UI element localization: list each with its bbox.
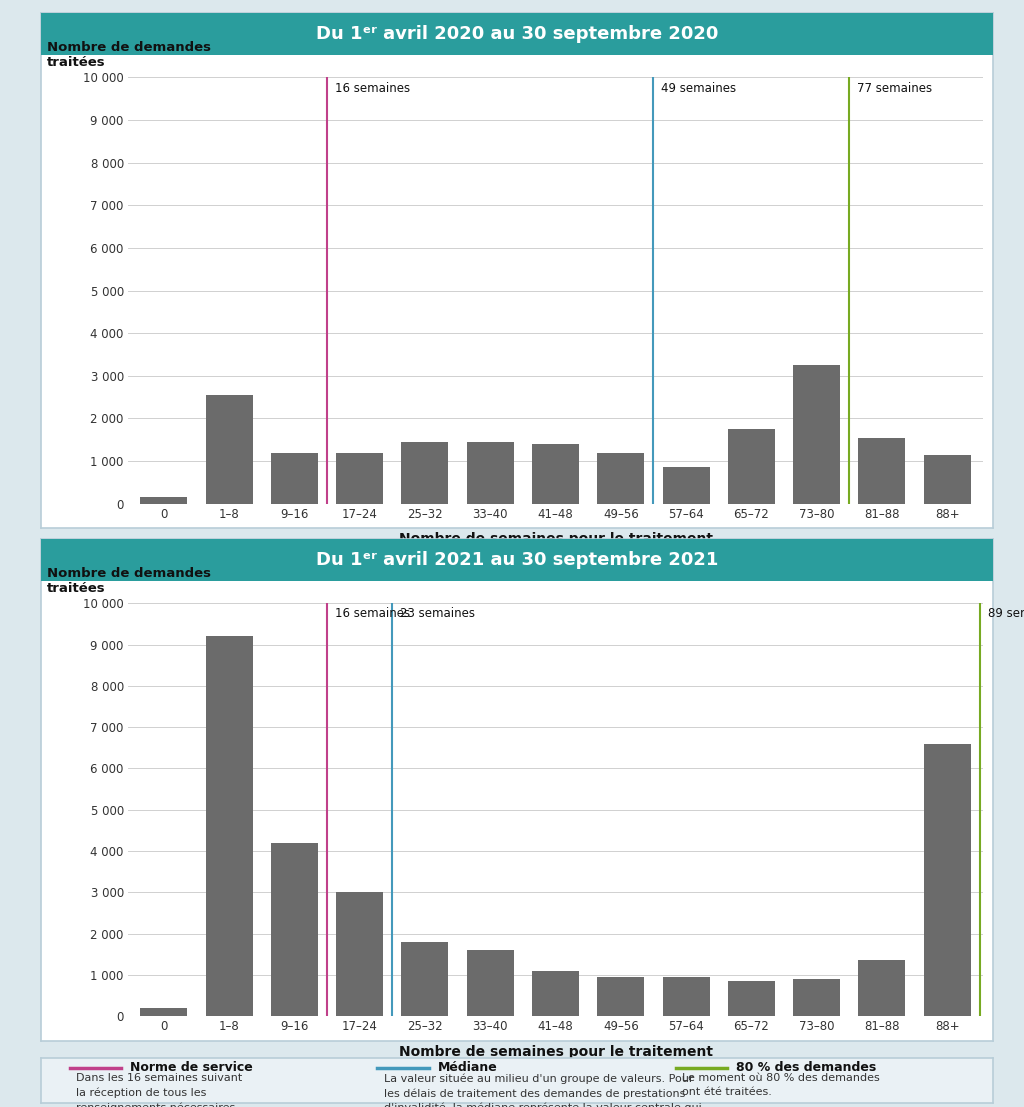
X-axis label: Nombre de semaines pour le traitement: Nombre de semaines pour le traitement xyxy=(398,1045,713,1058)
Text: Du 1ᵉʳ avril 2021 au 30 septembre 2021: Du 1ᵉʳ avril 2021 au 30 septembre 2021 xyxy=(316,551,718,569)
Bar xyxy=(858,437,905,504)
Bar xyxy=(728,430,775,504)
Text: 23 semaines: 23 semaines xyxy=(400,608,475,620)
Bar xyxy=(597,453,644,504)
Text: Le moment où 80 % des demandes
ont été traitées.: Le moment où 80 % des demandes ont été t… xyxy=(682,1074,880,1097)
Bar xyxy=(532,971,579,1016)
Text: Norme de service: Norme de service xyxy=(130,1062,253,1074)
Bar xyxy=(924,455,971,504)
Bar xyxy=(336,453,383,504)
Bar xyxy=(663,467,710,504)
Text: La valeur située au milieu d'un groupe de valeurs. Pour
les délais de traitement: La valeur située au milieu d'un groupe d… xyxy=(384,1074,707,1107)
Bar xyxy=(401,442,449,504)
Bar xyxy=(140,1008,187,1016)
Bar xyxy=(597,977,644,1016)
Text: 80 % des demandes: 80 % des demandes xyxy=(736,1062,877,1074)
Bar xyxy=(467,950,514,1016)
Bar xyxy=(140,497,187,504)
Bar xyxy=(401,942,449,1016)
Bar xyxy=(206,395,253,504)
Bar xyxy=(794,979,840,1016)
Text: Médiane: Médiane xyxy=(438,1062,498,1074)
Text: Du 1ᵉʳ avril 2020 au 30 septembre 2020: Du 1ᵉʳ avril 2020 au 30 septembre 2020 xyxy=(316,25,718,43)
Text: 89 semaines: 89 semaines xyxy=(987,608,1024,620)
Text: 16 semaines: 16 semaines xyxy=(335,608,410,620)
Bar xyxy=(794,365,840,504)
Bar xyxy=(271,453,317,504)
Bar xyxy=(924,744,971,1016)
Bar xyxy=(728,981,775,1016)
Bar xyxy=(206,637,253,1016)
Text: 49 semaines: 49 semaines xyxy=(662,82,736,95)
Bar xyxy=(336,892,383,1016)
X-axis label: Nombre de semaines pour le traitement: Nombre de semaines pour le traitement xyxy=(398,532,713,546)
Text: Dans les 16 semaines suivant
la réception de tous les
renseignements nécessaires: Dans les 16 semaines suivant la réceptio… xyxy=(77,1074,243,1107)
Bar xyxy=(663,977,710,1016)
Bar xyxy=(858,961,905,1016)
Text: 77 semaines: 77 semaines xyxy=(857,82,932,95)
Bar xyxy=(532,444,579,504)
Bar xyxy=(271,842,317,1016)
Bar xyxy=(467,442,514,504)
Text: 16 semaines: 16 semaines xyxy=(335,82,410,95)
Y-axis label: Nombre de demandes
traitées: Nombre de demandes traitées xyxy=(47,567,211,596)
Y-axis label: Nombre de demandes
traitées: Nombre de demandes traitées xyxy=(47,41,211,69)
